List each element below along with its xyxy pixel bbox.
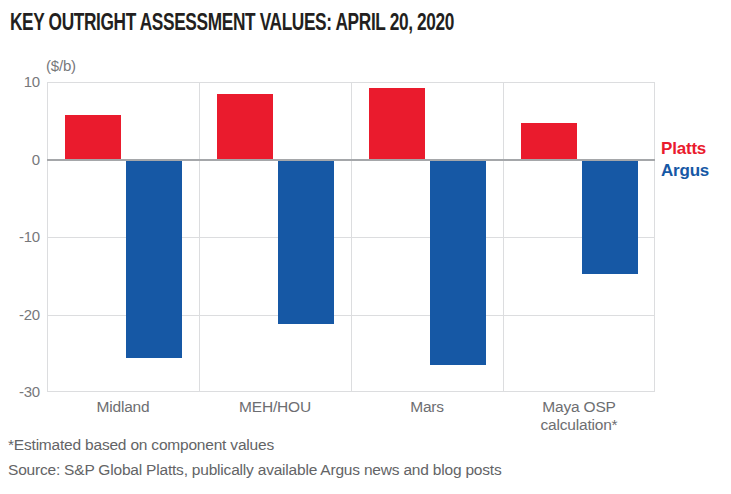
bar-platts-mars bbox=[369, 88, 425, 159]
xlabel-meh-hou: MEH/HOU bbox=[199, 398, 351, 416]
xlabel-mars: Mars bbox=[351, 398, 503, 416]
bar-platts-maya-osp-calculation bbox=[521, 123, 577, 159]
chart-source-line: Source: S&P Global Platts, publically av… bbox=[8, 461, 501, 479]
bar-argus-meh-hou bbox=[278, 160, 334, 324]
bar-argus-mars bbox=[430, 160, 486, 365]
ytick-label--10: -10 bbox=[0, 228, 40, 246]
bar-argus-maya-osp-calculation bbox=[582, 160, 638, 275]
xlabel-midland: Midland bbox=[47, 398, 199, 416]
legend-platts: Platts bbox=[661, 139, 706, 159]
chart-title: KEY OUTRIGHT ASSESSMENT VALUES: APRIL 20… bbox=[10, 8, 454, 36]
gridline-y--30 bbox=[47, 391, 655, 392]
gridline-y-10 bbox=[47, 82, 655, 83]
ytick-label--30: -30 bbox=[0, 383, 40, 401]
chart-footnote: *Estimated based on component values bbox=[8, 436, 274, 454]
legend-argus: Argus bbox=[661, 161, 709, 181]
gridline-y-0 bbox=[47, 159, 655, 161]
ytick-label-0: 0 bbox=[0, 151, 40, 169]
bar-platts-meh-hou bbox=[217, 94, 273, 160]
ytick-label--20: -20 bbox=[0, 306, 40, 324]
bar-chart-plot-area bbox=[47, 82, 655, 392]
chart-figure: KEY OUTRIGHT ASSESSMENT VALUES: APRIL 20… bbox=[0, 0, 731, 494]
bar-argus-midland bbox=[126, 160, 182, 358]
y-axis-unit-label: ($/b) bbox=[46, 57, 76, 74]
ytick-label-10: 10 bbox=[0, 73, 40, 91]
xlabel-maya-osp-calculation: Maya OSP calculation* bbox=[503, 398, 655, 434]
bar-platts-midland bbox=[65, 115, 121, 160]
